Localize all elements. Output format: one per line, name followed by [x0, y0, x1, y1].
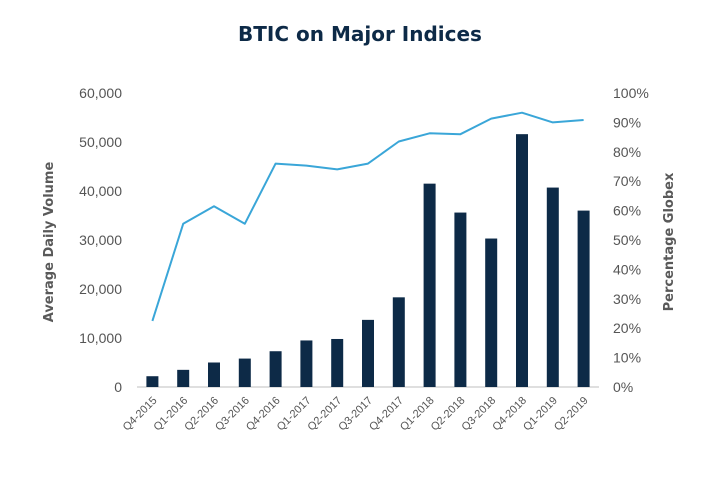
line-series	[151, 111, 584, 322]
chart-title: BTIC on Major Indices	[238, 22, 482, 46]
bar-Q4-2016	[269, 351, 282, 387]
bar-Q3-2016	[238, 358, 251, 387]
y-tick-right: 0%	[613, 379, 633, 395]
bar-Q4-2015	[146, 376, 159, 387]
y-tick-right: 40%	[613, 261, 641, 277]
y-axis-label-right: Percentage Globex	[662, 172, 677, 311]
y-tick-right: 60%	[613, 203, 641, 219]
bar-Q1-2016	[177, 369, 190, 387]
y-tick-left: 0	[114, 379, 122, 395]
y-tick-right: 80%	[613, 144, 641, 160]
bar-Q2-2017	[331, 338, 344, 387]
y-tick-right: 20%	[613, 320, 641, 336]
bars	[146, 134, 590, 387]
y-tick-right: 30%	[613, 291, 641, 307]
y-tick-right: 90%	[613, 114, 641, 130]
y-axis-label-left: Average Daily Volume	[42, 162, 57, 323]
y-tick-left: 10,000	[79, 330, 122, 346]
y-tick-left: 40,000	[79, 183, 122, 199]
bar-Q3-2017	[362, 319, 374, 387]
y-tick-left: 20,000	[79, 281, 122, 297]
y-tick-left: 50,000	[79, 134, 122, 150]
bar-Q1-2018	[423, 183, 436, 387]
bar-Q3-2018	[485, 238, 498, 387]
bar-Q2-2019	[577, 210, 590, 387]
y-tick-right: 100%	[613, 85, 649, 101]
x-tick: Q2-2019	[552, 395, 591, 434]
y-tick-right: 10%	[613, 350, 641, 366]
bar-Q1-2019	[546, 187, 559, 387]
y-tick-left: 30,000	[79, 232, 122, 248]
bar-Q4-2018	[516, 134, 528, 387]
bar-Q2-2018	[454, 212, 467, 387]
y-tick-right: 70%	[613, 173, 641, 189]
y-tick-right: 50%	[613, 232, 641, 248]
bar-Q1-2017	[300, 340, 313, 387]
bar-Q4-2017	[392, 297, 405, 387]
y-tick-left: 60,000	[79, 85, 122, 101]
bar-Q2-2016	[208, 362, 220, 387]
